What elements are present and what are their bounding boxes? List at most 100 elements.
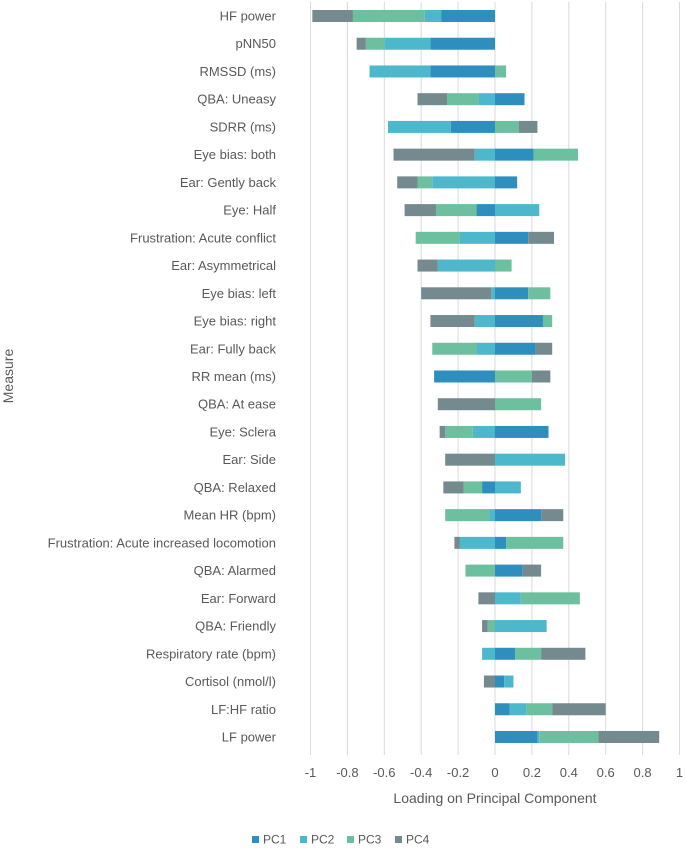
bar-segment-pc1 [450,120,495,133]
bars [312,10,660,743]
category-label: QBA: Relaxed [194,480,276,495]
category-label: HF power [220,9,277,24]
x-tick-label: -0.4 [410,765,432,780]
bar-segment-pc2 [437,259,495,272]
legend-swatch-pc2 [300,836,307,843]
bar-segment-pc3 [533,148,579,161]
bar-segment-pc4 [437,398,495,411]
bar-segment-pc3 [352,10,425,22]
category-label: QBA: At ease [198,397,276,412]
bar-segment-pc1 [495,536,507,549]
category-label: SDRR (ms) [210,119,276,134]
bar-segment-pc4 [393,148,475,161]
category-label: LF:HF ratio [211,702,276,717]
category-label: QBA: Uneasy [197,92,276,107]
bar-segment-pc1 [495,315,543,328]
bar-segment-pc4 [404,204,436,217]
bar-segment-pc3 [528,287,551,300]
category-label: Respiratory rate (bpm) [146,646,276,661]
bar-segment-pc1 [495,93,525,106]
category-label: LF power [222,729,277,744]
bar-segment-pc3 [495,65,507,78]
bar-segment-pc4 [522,564,542,577]
bar-segment-pc2 [476,342,495,355]
bar-segment-pc3 [447,93,479,106]
bar-segment-pc4 [482,620,488,633]
bar-segment-pc1 [495,703,510,716]
legend-label-pc3: PC3 [358,833,382,847]
category-label: RMSSD (ms) [199,64,276,79]
legend-label-pc4: PC4 [406,833,430,847]
bar-segment-pc3 [417,176,433,189]
legend-swatch-pc4 [395,836,402,843]
bar-segment-pc1 [441,10,495,22]
bar-segment-pc3 [432,342,477,355]
x-tick-labels: -1 -0.8 -0.6 -0.4 -0.2 0 0.2 0.4 0.6 0.8 1 [305,765,683,780]
legend-swatch-pc3 [347,836,354,843]
bar-segment-pc3 [506,536,564,549]
x-tick-label: 0.4 [560,765,578,780]
bar-segment-pc2 [424,10,442,22]
bar-segment-pc4 [535,342,553,355]
x-tick-label: 0 [491,765,498,780]
bar-segment-pc2 [537,730,540,743]
bar-segment-pc3 [445,509,490,522]
category-label: Ear: Forward [201,591,276,606]
category-label: Mean HR (bpm) [184,508,276,523]
category-label: QBA: Alarmed [194,563,276,578]
bar-segment-pc4 [528,231,555,244]
bar-segment-pc2 [495,620,547,633]
bar-segment-pc2 [495,481,521,494]
bar-segment-pc1 [430,37,495,50]
category-label: Eye bias: left [202,286,277,301]
bar-segment-pc4 [439,425,446,438]
x-tick-label: 1 [676,765,683,780]
category-label: pNN50 [236,36,276,51]
category-label: Ear: Fully back [190,341,276,356]
bar-segment-pc3 [495,120,519,133]
legend-label-pc2: PC2 [311,833,335,847]
bar-segment-pc1 [495,564,523,577]
bar-segment-pc4 [445,453,495,466]
bar-segment-pc2 [495,592,521,605]
category-labels: HF power pNN50 RMSSD (ms) QBA: Uneasy SDRR (… [48,9,277,745]
bar-segment-pc2 [478,93,495,106]
bar-segment-pc1 [495,231,529,244]
bar-segment-pc3 [515,647,542,660]
bar-segment-pc4 [541,509,564,522]
category-label: Ear: Side [223,452,276,467]
bar-segment-pc2 [474,315,495,328]
x-tick-label: -0.2 [447,765,469,780]
category-label: Ear: Asymmetrical [171,258,276,273]
bar-segment-pc2 [384,37,431,50]
bar-segment-pc3 [495,259,512,272]
bar-segment-pc1 [495,425,549,438]
bar-segment-pc1 [495,509,542,522]
legend-swatch-pc1 [252,836,259,843]
bar-segment-pc2 [474,148,495,161]
bar-segment-pc1 [476,204,495,217]
category-label: RR mean (ms) [191,369,276,384]
bar-segment-pc4 [356,37,366,50]
bar-segment-pc3 [487,620,495,633]
y-axis-title: Measure [0,349,16,404]
bar-segment-pc4 [552,703,606,716]
bar-segment-pc3 [542,315,553,328]
bar-segment-pc4 [531,370,551,383]
bar-segment-pc3 [526,703,553,716]
bar-segment-pc1 [495,148,534,161]
bar-segment-pc1 [495,647,516,660]
category-label: QBA: Friendly [195,619,276,634]
x-tick-label: -1 [305,765,317,780]
category-label: Ear: Gently back [180,175,277,190]
bar-segment-pc4 [518,120,538,133]
bar-segment-pc3 [539,730,599,743]
category-label: Frustration: Acute conflict [130,230,276,245]
bar-segment-pc3 [495,398,542,411]
category-label: Eye: Half [223,203,276,218]
bar-segment-pc2 [387,120,451,133]
bar-segment-pc1 [434,370,495,383]
bar-segment-pc4 [483,675,495,688]
category-label: Cortisol (nmol/l) [185,674,276,689]
